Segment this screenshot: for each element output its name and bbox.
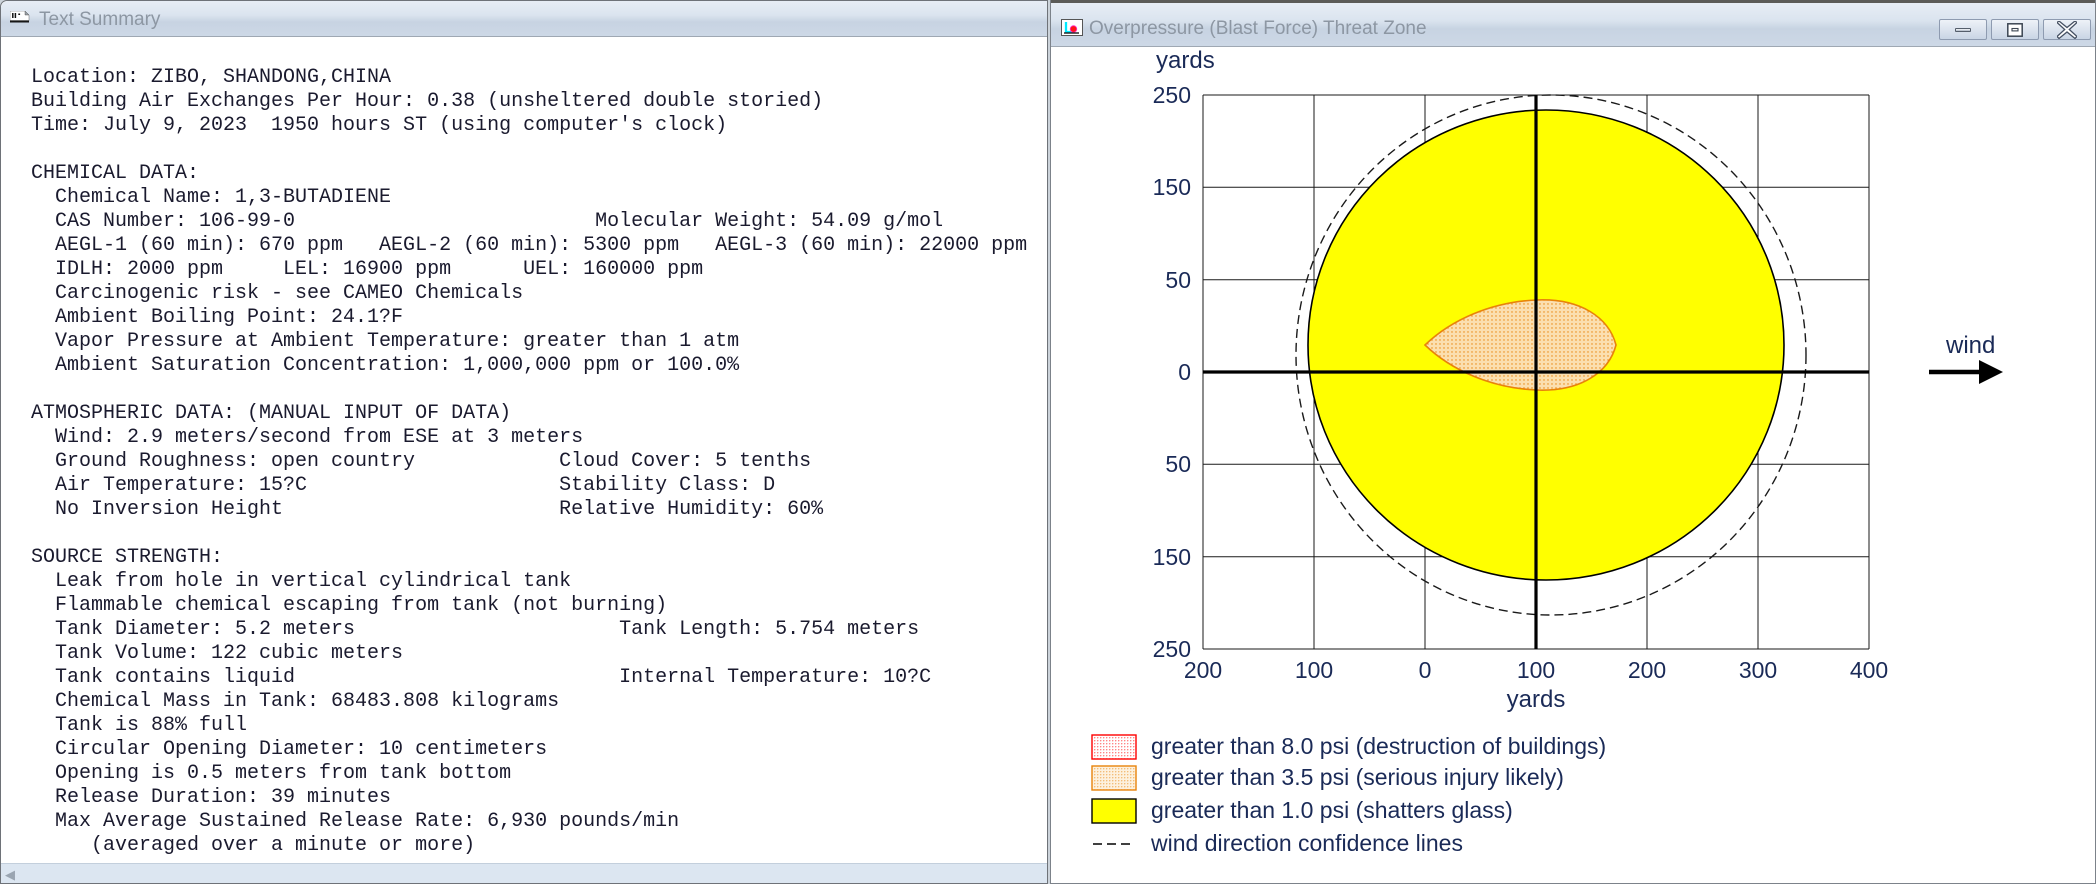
svg-text:150: 150 xyxy=(1153,544,1191,570)
svg-text:400: 400 xyxy=(1850,657,1888,683)
svg-text:50: 50 xyxy=(1165,451,1191,477)
svg-text:wind: wind xyxy=(1945,332,1995,359)
svg-text:100: 100 xyxy=(1517,657,1555,683)
svg-text:200: 200 xyxy=(1628,657,1666,683)
svg-text:150: 150 xyxy=(1153,174,1191,200)
svg-text:50: 50 xyxy=(1165,267,1191,293)
svg-text:300: 300 xyxy=(1739,657,1777,683)
svg-text:yards: yards xyxy=(1156,47,1215,74)
svg-text:250: 250 xyxy=(1153,82,1191,108)
svg-text:yards: yards xyxy=(1507,686,1566,713)
svg-text:100: 100 xyxy=(1295,657,1333,683)
svg-text:0: 0 xyxy=(1178,359,1191,385)
svg-text:200: 200 xyxy=(1184,657,1222,683)
svg-text:0: 0 xyxy=(1419,657,1432,683)
